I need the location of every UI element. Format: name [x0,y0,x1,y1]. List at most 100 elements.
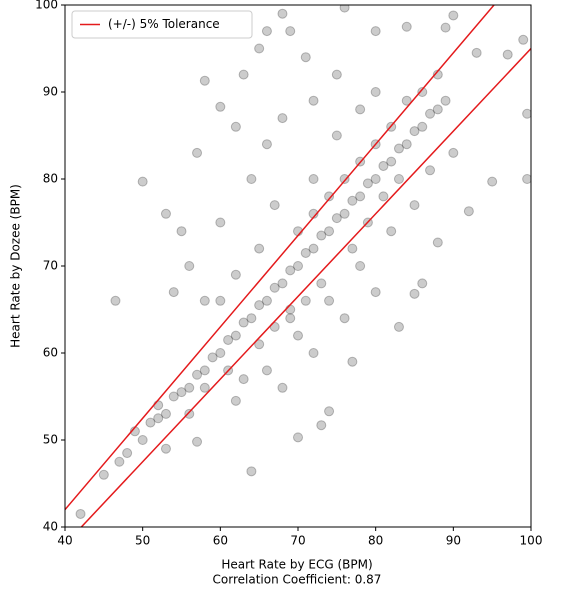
point [184,408,195,419]
point [324,226,335,237]
point [331,130,342,141]
point [223,334,234,345]
point [192,147,203,158]
point [293,261,303,271]
point [145,417,156,428]
point [347,195,358,206]
point [246,313,257,324]
point [409,126,420,137]
point [355,261,366,271]
point [331,213,342,224]
point [254,339,265,350]
point [401,139,412,150]
point [207,352,218,363]
point [355,191,366,202]
point [176,226,187,237]
tolerance-line [65,5,496,511]
point [370,174,381,184]
point [308,243,319,254]
point [409,288,420,299]
y-tick-label: 40 [43,520,58,534]
point [176,387,187,398]
point [448,147,459,158]
point [285,313,296,324]
point [417,121,428,132]
point [378,191,389,202]
y-axis-label: Heart Rate by Dozee (BPM) [9,184,23,348]
point [355,104,366,115]
point [238,317,249,328]
point [417,87,428,97]
point [246,466,257,477]
point [75,508,86,519]
point [199,382,210,393]
point [215,295,226,306]
point [409,200,420,211]
point [261,365,272,376]
point [502,49,513,60]
point [277,278,288,289]
point [168,391,179,402]
point [246,174,257,184]
point [168,287,179,298]
point [324,191,335,202]
point [160,208,171,219]
point [285,26,296,37]
point [184,382,195,393]
point [324,295,335,306]
point [199,295,210,306]
y-tick-label: 100 [35,0,58,12]
point [324,406,335,417]
point [293,432,303,443]
point [331,69,342,80]
point [230,395,241,406]
point [184,261,195,271]
point [277,382,288,393]
point [122,448,133,459]
point [269,200,280,211]
point [339,208,350,219]
point [261,26,272,37]
point [370,26,381,37]
point [440,95,451,106]
legend-label: (+/-) 5% Tolerance [108,17,220,31]
point [192,369,203,380]
plot-area [65,5,531,527]
point [254,300,265,311]
point [522,108,531,119]
x-axis-label: Heart Rate by ECG (BPM) [221,558,372,572]
point [316,420,327,431]
tolerance-line [80,47,531,527]
subtitle: Correlation Coefficient: 0.87 [213,573,382,587]
point [110,295,121,306]
point [362,178,373,189]
point [269,282,280,293]
point [308,348,319,358]
point [339,174,350,184]
x-tick-label: 50 [135,534,150,548]
x-tick-label: 100 [520,534,543,548]
point [386,156,397,167]
y-tick-label: 70 [43,259,58,273]
point [339,313,350,324]
point [277,8,288,19]
point [114,456,125,467]
point [316,278,327,289]
point [440,22,451,33]
x-tick-label: 90 [446,534,461,548]
point [425,108,436,119]
point [285,265,296,276]
point [160,443,171,454]
point [370,87,381,97]
point [471,47,482,58]
point [300,295,311,306]
point [192,436,203,447]
point [153,413,164,424]
point [137,435,148,445]
point [487,176,498,187]
point [401,21,412,32]
point [316,230,327,241]
point [261,139,272,150]
legend-box [71,10,253,39]
